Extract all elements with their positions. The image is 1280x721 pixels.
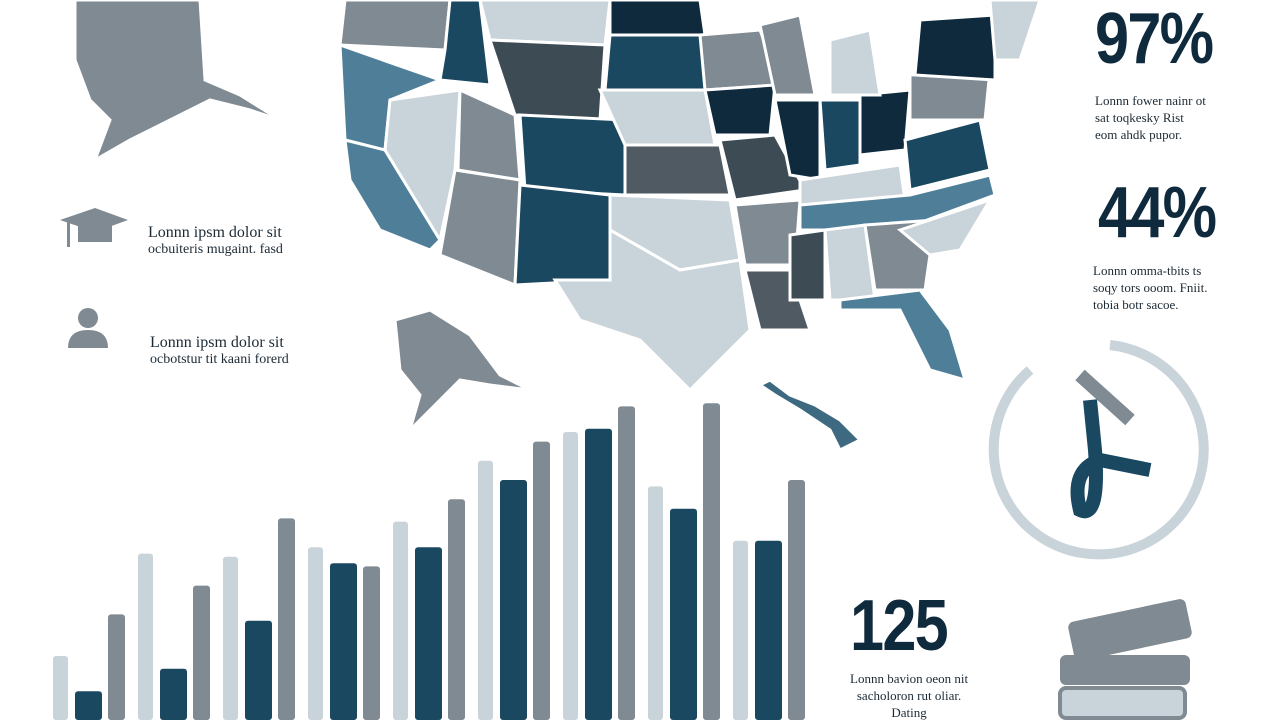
caption-line: sat toqkesky Rist (1095, 110, 1184, 125)
feature-text: ocbuiteris mugaint. fasd (148, 242, 283, 257)
bar (733, 540, 748, 720)
bar (585, 428, 612, 720)
bar (278, 518, 295, 720)
bar (193, 585, 210, 720)
cycle-icon (988, 340, 1209, 560)
bar (53, 656, 68, 720)
hawaii (757, 378, 863, 453)
bar (448, 499, 465, 720)
bar (533, 441, 550, 720)
caption-line: sacholoron rut oliar. (856, 688, 962, 703)
bar (160, 668, 187, 720)
stat-value: 125 (850, 586, 949, 666)
feature-text: ocbotstur tit kaani forerd (150, 352, 289, 367)
grad-icon (60, 208, 128, 247)
bar (415, 547, 442, 720)
bar-chart (53, 403, 805, 720)
caption-line: Lonnn omma-tbits ts (1093, 263, 1202, 278)
stat-value: 44% (1098, 173, 1217, 253)
bar (363, 566, 380, 720)
bar (393, 521, 408, 720)
caption-line: Lonnn fower nainr ot (1095, 93, 1206, 108)
bar (75, 691, 102, 720)
bar (138, 553, 153, 720)
bar (703, 403, 720, 720)
bar (330, 563, 357, 720)
feature: Lonnn ipsm dolor sit ocbotstur tit kaani … (150, 334, 289, 368)
feature-title: Lonnn ipsm dolor sit (148, 224, 282, 241)
bar (563, 432, 578, 720)
caption-line: Lonnn bavion oeon nit (850, 671, 969, 686)
bar (308, 547, 323, 720)
alaska (73, 0, 281, 164)
bar (500, 480, 527, 720)
bar (788, 480, 805, 720)
bar (618, 406, 635, 720)
us-map (73, 0, 1042, 453)
caption-line: Dating (891, 705, 927, 720)
bar (670, 508, 697, 720)
stat-caption: Lonnn omma-tbits ts soqy tors ooom. Fniit… (1093, 262, 1208, 313)
stat-value: 97% (1095, 0, 1214, 79)
feature-title: Lonnn ipsm dolor sit (150, 334, 284, 351)
bar (245, 620, 272, 720)
bar (223, 556, 238, 720)
books-icon (1058, 599, 1192, 720)
bar (648, 486, 663, 720)
bar (108, 614, 125, 720)
bar (478, 460, 493, 720)
feature: Lonnn ipsm dolor sit ocbuiteris mugaint. … (148, 224, 283, 258)
caption-line: tobia botr sacoe. (1093, 297, 1179, 312)
stat-caption: Lonnn bavion oeon nit sacholoron rut olia… (850, 670, 968, 721)
alaska-inset (393, 308, 531, 436)
person-icon (68, 308, 108, 348)
caption-line: eom ahdk pupor. (1095, 127, 1183, 142)
bar (755, 540, 782, 720)
caption-line: soqy tors ooom. Fniit. (1093, 280, 1208, 295)
stat-caption: Lonnn fower nainr ot sat toqkesky Rist eom… (1095, 92, 1206, 143)
